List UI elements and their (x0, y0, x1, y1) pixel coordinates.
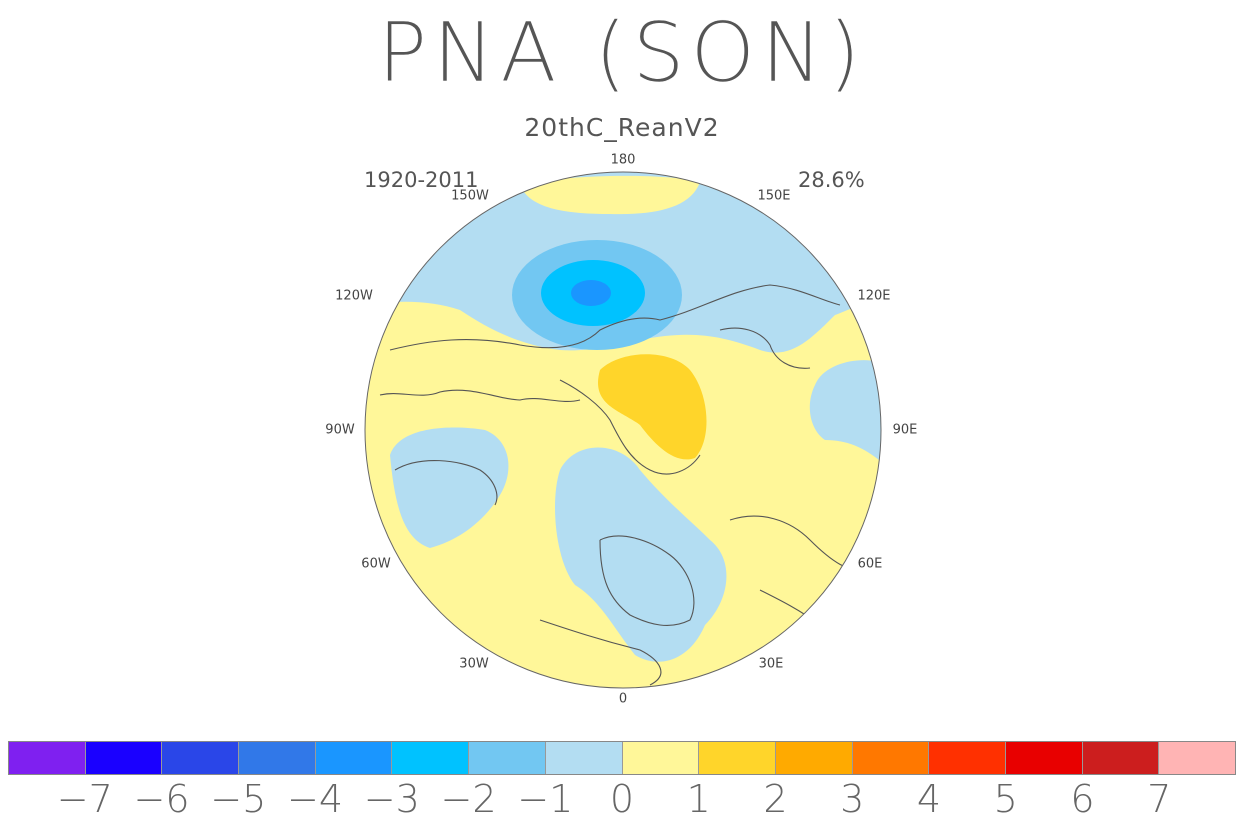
lon-label-120w: 120W (335, 288, 373, 304)
lon-label-30w: 30W (459, 656, 489, 672)
colorbar-swatch (699, 742, 776, 774)
colorbar-label: −5 (210, 777, 267, 821)
colorbar-label: 4 (916, 777, 942, 821)
coastlines (379, 284, 871, 686)
lon-label-180: 180 (610, 152, 636, 168)
north-atlantic-low (390, 427, 509, 548)
colorbar-label: −6 (133, 777, 190, 821)
lon-label-90w: 90W (325, 422, 355, 438)
colorbar-swatch (315, 742, 393, 774)
lon-label-120e: 120E (857, 288, 891, 304)
siberia-high (598, 354, 707, 460)
colorbar-label: −7 (56, 777, 113, 821)
east-asia-low (809, 360, 881, 470)
lon-label-150e: 150E (757, 188, 791, 204)
europe-low (555, 447, 727, 662)
npac-level-4 (571, 280, 611, 306)
colorbar-label: 5 (993, 777, 1018, 821)
colorbar-swatch (9, 742, 86, 774)
colorbar-label: 0 (609, 777, 635, 821)
variance-label: 28.6% (798, 168, 865, 192)
colorbar-swatch (775, 742, 853, 774)
colorbar-swatch (1159, 742, 1235, 774)
colorbar-label: 6 (1070, 777, 1095, 821)
colorbar-label: 7 (1147, 777, 1172, 821)
lon-label-60e: 60E (857, 556, 883, 572)
colorbar-label: −4 (286, 777, 344, 821)
lon-label-90e: 90E (892, 422, 918, 438)
colorbar-swatch (469, 742, 546, 774)
colorbar-label: −2 (440, 777, 497, 821)
colorbar-label: −1 (517, 777, 574, 821)
period-label: 1920-2011 (364, 168, 479, 192)
colorbar-swatch (929, 742, 1006, 774)
colorbar (8, 741, 1236, 775)
colorbar-swatch (1005, 742, 1083, 774)
map-boundary (364, 171, 882, 689)
colorbar-label: 3 (840, 777, 865, 821)
lon-label-150w: 150W (451, 188, 489, 204)
colorbar-label: 2 (763, 777, 788, 821)
lon-label-60w: 60W (361, 556, 391, 572)
colorbar-swatch (392, 742, 470, 774)
colorbar-swatch (239, 742, 316, 774)
colorbar-swatch (85, 742, 163, 774)
colorbar-swatch (852, 742, 930, 774)
colorbar-swatch (545, 742, 623, 774)
bering-high (520, 175, 700, 215)
lon-label-0: 0 (618, 691, 628, 707)
colorbar-swatch (1082, 742, 1160, 774)
field-layer (365, 172, 881, 688)
lon-label-30e: 30E (758, 656, 784, 672)
colorbar-label: 1 (686, 777, 711, 821)
colorbar-label: −3 (363, 777, 420, 821)
colorbar-swatch (622, 742, 700, 774)
dataset-subtitle: 20thC_ReanV2 (524, 113, 720, 142)
map-title: PNA (SON) (377, 6, 867, 102)
colorbar-swatch (162, 742, 240, 774)
